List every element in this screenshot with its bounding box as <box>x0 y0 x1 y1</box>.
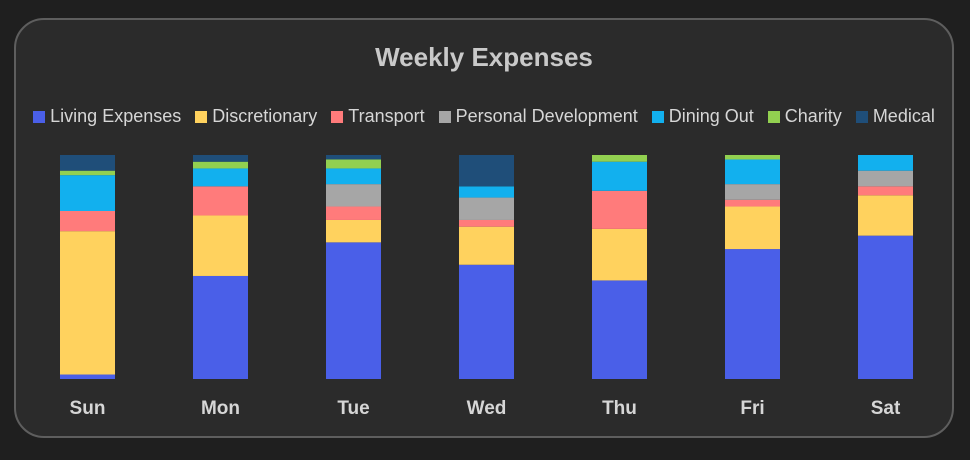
bar-segment-mon-5 <box>193 161 248 169</box>
bar-segment-sun-1 <box>60 231 115 375</box>
legend-item: Personal Development <box>438 106 638 127</box>
bar-segment-wed-1 <box>459 226 514 265</box>
x-tick-label: Tue <box>337 398 369 419</box>
bar-segment-fri-1 <box>725 206 780 250</box>
chart-title: Weekly Expenses <box>375 42 593 72</box>
legend-swatch <box>767 110 780 123</box>
legend-item: Charity <box>767 106 842 127</box>
bar-segment-sat-3 <box>858 170 913 187</box>
bar-segment-sat-2 <box>858 186 913 196</box>
x-tick-label: Fri <box>740 398 764 419</box>
legend-item: Discretionary <box>195 106 317 127</box>
bar-segment-thu-2 <box>592 190 647 229</box>
bar-segment-thu-5 <box>592 155 647 162</box>
bar-segment-tue-6 <box>326 155 381 160</box>
bar-segment-mon-6 <box>193 155 248 162</box>
bar-segment-wed-3 <box>459 197 514 220</box>
legend-swatch <box>438 110 451 123</box>
bar-segment-thu-0 <box>592 280 647 379</box>
legend-label: Charity <box>784 106 842 126</box>
bar-segment-tue-5 <box>326 159 381 169</box>
bar-segment-sun-5 <box>60 170 115 176</box>
bar-segment-thu-4 <box>592 161 647 191</box>
bar-segment-sat-1 <box>858 195 913 236</box>
legend-item: Transport <box>331 106 425 127</box>
bar-segment-sun-6 <box>60 155 115 171</box>
legend-label: Living Expenses <box>50 106 182 126</box>
legend-swatch <box>195 110 208 123</box>
bar-segment-fri-0 <box>725 249 780 379</box>
legend-swatch <box>331 110 344 123</box>
chart-legend: Living Expenses Discretionary Transport Per… <box>16 106 952 127</box>
bar-segment-wed-4 <box>459 186 514 198</box>
x-tick-label: Sun <box>70 398 106 419</box>
bar-segment-fri-3 <box>725 184 780 200</box>
bar-segment-sun-2 <box>60 211 115 232</box>
legend-label: Discretionary <box>212 106 318 126</box>
legend-label: Medical <box>872 106 935 126</box>
bar-segment-fri-4 <box>725 159 780 185</box>
bar-segment-thu-1 <box>592 228 647 281</box>
bar-segment-fri-2 <box>725 199 780 207</box>
bar-segment-sun-4 <box>60 175 115 211</box>
bar-segment-wed-6 <box>459 155 514 187</box>
bar-segment-tue-4 <box>326 168 381 185</box>
bar-segment-tue-0 <box>326 242 381 379</box>
bar-segment-tue-1 <box>326 219 381 243</box>
legend-item: Living Expenses <box>33 106 181 127</box>
bar-segment-wed-0 <box>459 264 514 379</box>
bar-segment-sun-0 <box>60 374 115 379</box>
bar-segment-mon-4 <box>193 168 248 187</box>
x-tick-label: Mon <box>201 398 240 419</box>
bar-segment-tue-2 <box>326 206 381 220</box>
bar-segment-tue-3 <box>326 184 381 207</box>
bar-segment-fri-5 <box>725 155 780 160</box>
bar-segment-sat-4 <box>858 155 913 171</box>
legend-label: Personal Development <box>455 106 638 126</box>
legend-label: Transport <box>348 106 425 126</box>
x-tick-label: Wed <box>467 398 507 419</box>
bar-segment-wed-2 <box>459 219 514 227</box>
legend-item: Medical <box>855 106 935 127</box>
bar-segment-sat-0 <box>858 235 913 379</box>
legend-swatch <box>651 110 664 123</box>
legend-swatch <box>855 110 868 123</box>
bar-segment-mon-1 <box>193 215 248 276</box>
legend-label: Dining Out <box>668 106 754 126</box>
legend-swatch <box>33 110 46 123</box>
x-tick-label: Thu <box>602 398 637 419</box>
legend-item: Dining Out <box>651 106 754 127</box>
bar-segment-mon-0 <box>193 275 248 379</box>
x-tick-label: Sat <box>871 398 901 419</box>
bar-segment-mon-2 <box>193 186 248 216</box>
